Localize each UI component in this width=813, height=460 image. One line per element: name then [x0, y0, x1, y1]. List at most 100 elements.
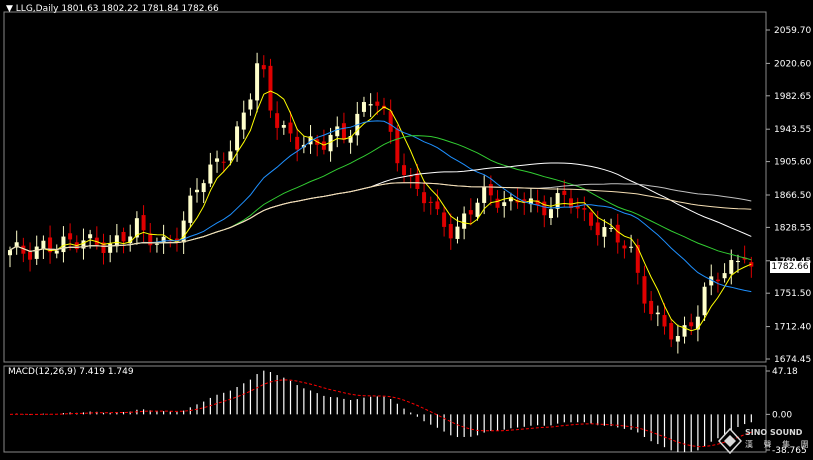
candle-body [108, 243, 113, 253]
candle-body [542, 201, 547, 216]
candle-body [88, 234, 93, 239]
candle-body [709, 276, 714, 286]
sino-sound-logo: SINO SOUND 漢 聲 集 團 [717, 427, 813, 457]
candle-body [589, 212, 594, 226]
candle-body [281, 125, 286, 128]
candle-body [181, 220, 186, 243]
candle-body [28, 251, 33, 260]
dropdown-arrow-icon[interactable]: ▼ [6, 4, 13, 14]
candle-body [128, 236, 133, 244]
candle-body [228, 151, 233, 161]
candle-body [435, 201, 440, 210]
ma-green-line [9, 135, 752, 261]
candle-body [609, 227, 614, 229]
candle-body [715, 279, 720, 282]
candle-body [428, 201, 433, 203]
price-tick-label: 1828.55 [774, 223, 811, 233]
candle-body [348, 136, 353, 143]
candle-body [415, 173, 420, 189]
ma-tan-line [9, 182, 752, 252]
price-tick-label: 1982.65 [774, 92, 811, 102]
candle-body [649, 300, 654, 315]
candle-body [522, 199, 527, 204]
candle-body [48, 237, 53, 253]
macd-tick-label: 47.18 [772, 367, 798, 377]
symbol-label: LLG,Daily [15, 4, 59, 14]
candle-body [442, 212, 447, 227]
candle-body [54, 250, 59, 254]
price-tick-label: 1712.40 [774, 323, 811, 333]
ohlc-label: 1801.63 1802.22 1781.84 1782.66 [61, 4, 219, 14]
candle-body [368, 104, 373, 106]
candle-body [328, 134, 333, 152]
candle-body [642, 276, 647, 304]
candle-body [121, 231, 126, 242]
macd-tick-label: 0.00 [772, 410, 792, 420]
candle-body [21, 245, 26, 254]
candle-body [528, 198, 533, 205]
candle-body [248, 99, 253, 110]
candle-body [195, 189, 199, 193]
candle-body [729, 260, 734, 274]
candle-body [388, 111, 393, 132]
candle-body [629, 246, 634, 248]
macd-panel-frame [3, 365, 767, 453]
candle-body [361, 102, 366, 112]
price-tick-label: 2059.70 [774, 26, 811, 36]
candle-body [669, 323, 674, 340]
candle-body [468, 210, 473, 215]
candle-body [408, 175, 413, 177]
ma-white-line [9, 162, 752, 252]
candle-body [255, 63, 260, 101]
candle-body [34, 246, 39, 259]
candle-body [682, 325, 687, 337]
candle-body [201, 183, 206, 193]
candle-body [422, 192, 427, 204]
candle-body [61, 236, 66, 253]
logo-sub: 漢 聲 集 團 [745, 440, 813, 449]
candle-body [462, 213, 467, 229]
candle-body [81, 240, 86, 249]
candle-body [14, 242, 19, 248]
chart-header: ▼ LLG,Daily 1801.63 1802.22 1781.84 1782… [6, 4, 219, 14]
ma-grey-line [9, 182, 752, 252]
candle-body [702, 286, 707, 316]
candle-body [161, 236, 166, 243]
candle-body [475, 202, 480, 217]
logo-brand: SINO SOUND [745, 428, 803, 437]
candle-body [502, 202, 507, 206]
candle-body [215, 158, 220, 162]
candle-body [735, 260, 740, 263]
candle-body [562, 190, 567, 195]
candle-body [569, 198, 573, 208]
candle-body [402, 165, 407, 176]
candle-body [695, 316, 700, 330]
candle-body [662, 315, 667, 327]
price-tick-label: 1943.55 [774, 125, 811, 135]
candle-body [622, 245, 627, 249]
candle-body [482, 186, 487, 203]
candle-body [548, 209, 553, 219]
candle-body [114, 235, 119, 247]
candle-body [535, 200, 540, 205]
price-tick-label: 1674.45 [774, 355, 811, 365]
logo-diamond-icon [717, 427, 743, 455]
candle-body [295, 136, 300, 150]
candle-body [495, 198, 500, 208]
candle-body [134, 218, 139, 238]
candle-body [341, 123, 346, 140]
candle-body [602, 227, 607, 237]
candle-body [308, 136, 313, 145]
candle-body [275, 113, 280, 128]
candle-body [488, 184, 493, 196]
price-tick-label: 1751.50 [774, 289, 811, 299]
candle-body [448, 224, 453, 239]
candle-body [675, 336, 680, 342]
candle-body [41, 240, 46, 250]
candle-body [335, 126, 340, 137]
candle-body [188, 195, 193, 223]
candle-body [455, 226, 460, 239]
candle-body [221, 161, 226, 163]
candle-body [321, 141, 326, 150]
